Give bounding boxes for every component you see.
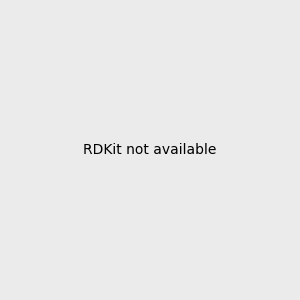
- Text: RDKit not available: RDKit not available: [83, 143, 217, 157]
